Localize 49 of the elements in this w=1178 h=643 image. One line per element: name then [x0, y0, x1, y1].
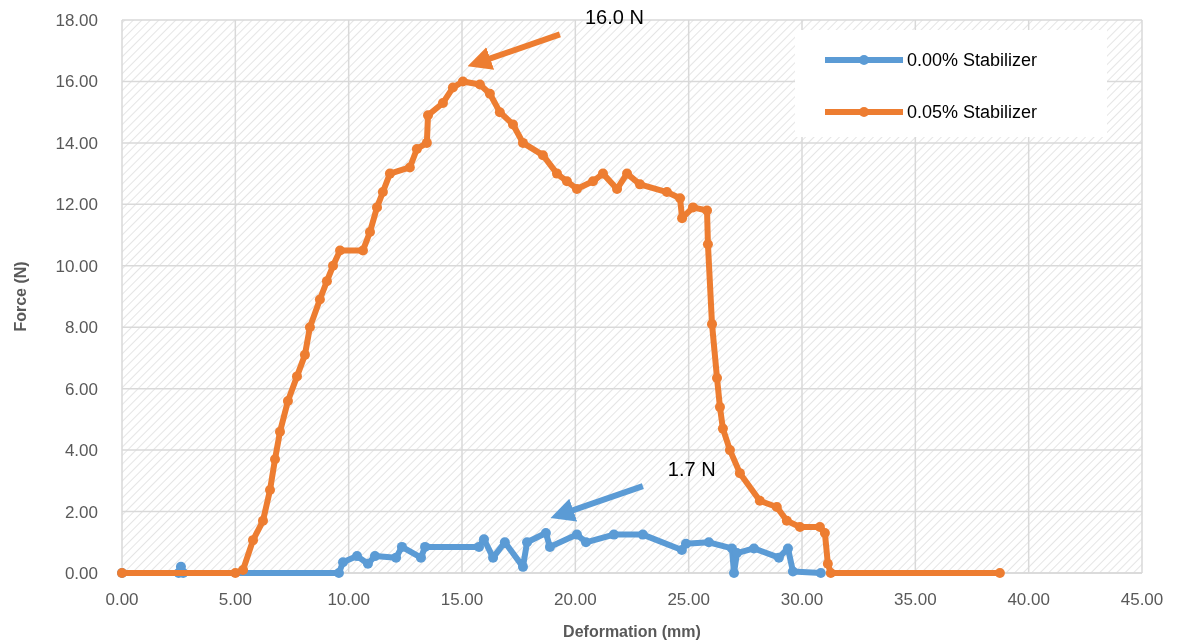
point [703, 537, 714, 548]
y-tick-label: 18.00 [55, 10, 98, 30]
point [773, 552, 784, 563]
y-tick-label: 4.00 [64, 441, 98, 461]
x-tick-label: 45.00 [1120, 590, 1164, 609]
x-tick-label: 0.00 [105, 590, 139, 609]
x-tick-label: 15.00 [440, 590, 484, 609]
y-tick-label: 0.00 [64, 563, 98, 583]
point [637, 529, 648, 540]
x-axis-title: Deformation (mm) [563, 623, 701, 640]
legend-label: 0.05% Stabilizer [907, 102, 1038, 123]
point [544, 541, 555, 552]
y-axis-title: Force (N) [12, 261, 29, 332]
point [787, 566, 798, 577]
point [580, 537, 591, 548]
y-tick-label: 2.00 [64, 502, 98, 522]
point [608, 529, 619, 540]
point [391, 552, 402, 563]
point [369, 551, 380, 562]
y-tick-label: 12.00 [55, 195, 98, 215]
point [680, 538, 691, 549]
x-tick-label: 30.00 [780, 590, 824, 609]
point [338, 557, 348, 568]
x-tick-label: 5.00 [218, 590, 252, 609]
point [396, 541, 407, 552]
y-tick-label: 14.00 [55, 133, 98, 153]
x-tick-label: 35.00 [894, 590, 937, 609]
legend-label: 0.00% Stabilizer [907, 50, 1038, 71]
point [571, 529, 582, 540]
y-tick-label: 16.00 [55, 72, 98, 92]
x-tick-label: 10.00 [327, 590, 370, 609]
point [352, 551, 363, 562]
point [815, 568, 826, 578]
x-tick-label: 40.00 [1007, 590, 1050, 609]
y-tick-label: 8.00 [64, 318, 98, 338]
annotation: 16.0 N [584, 6, 644, 29]
point [415, 552, 426, 563]
x-tick-label: 20.00 [554, 590, 597, 609]
point [362, 558, 373, 569]
point [748, 543, 759, 554]
x-tick-label: 25.00 [667, 590, 710, 609]
annotation: 1.7 N [667, 458, 716, 481]
point [420, 541, 431, 552]
point [474, 541, 484, 552]
y-tick-label: 10.00 [55, 256, 98, 276]
point [729, 568, 739, 578]
point [522, 537, 533, 548]
point [540, 528, 551, 539]
y-tick-label: 6.00 [64, 379, 98, 399]
